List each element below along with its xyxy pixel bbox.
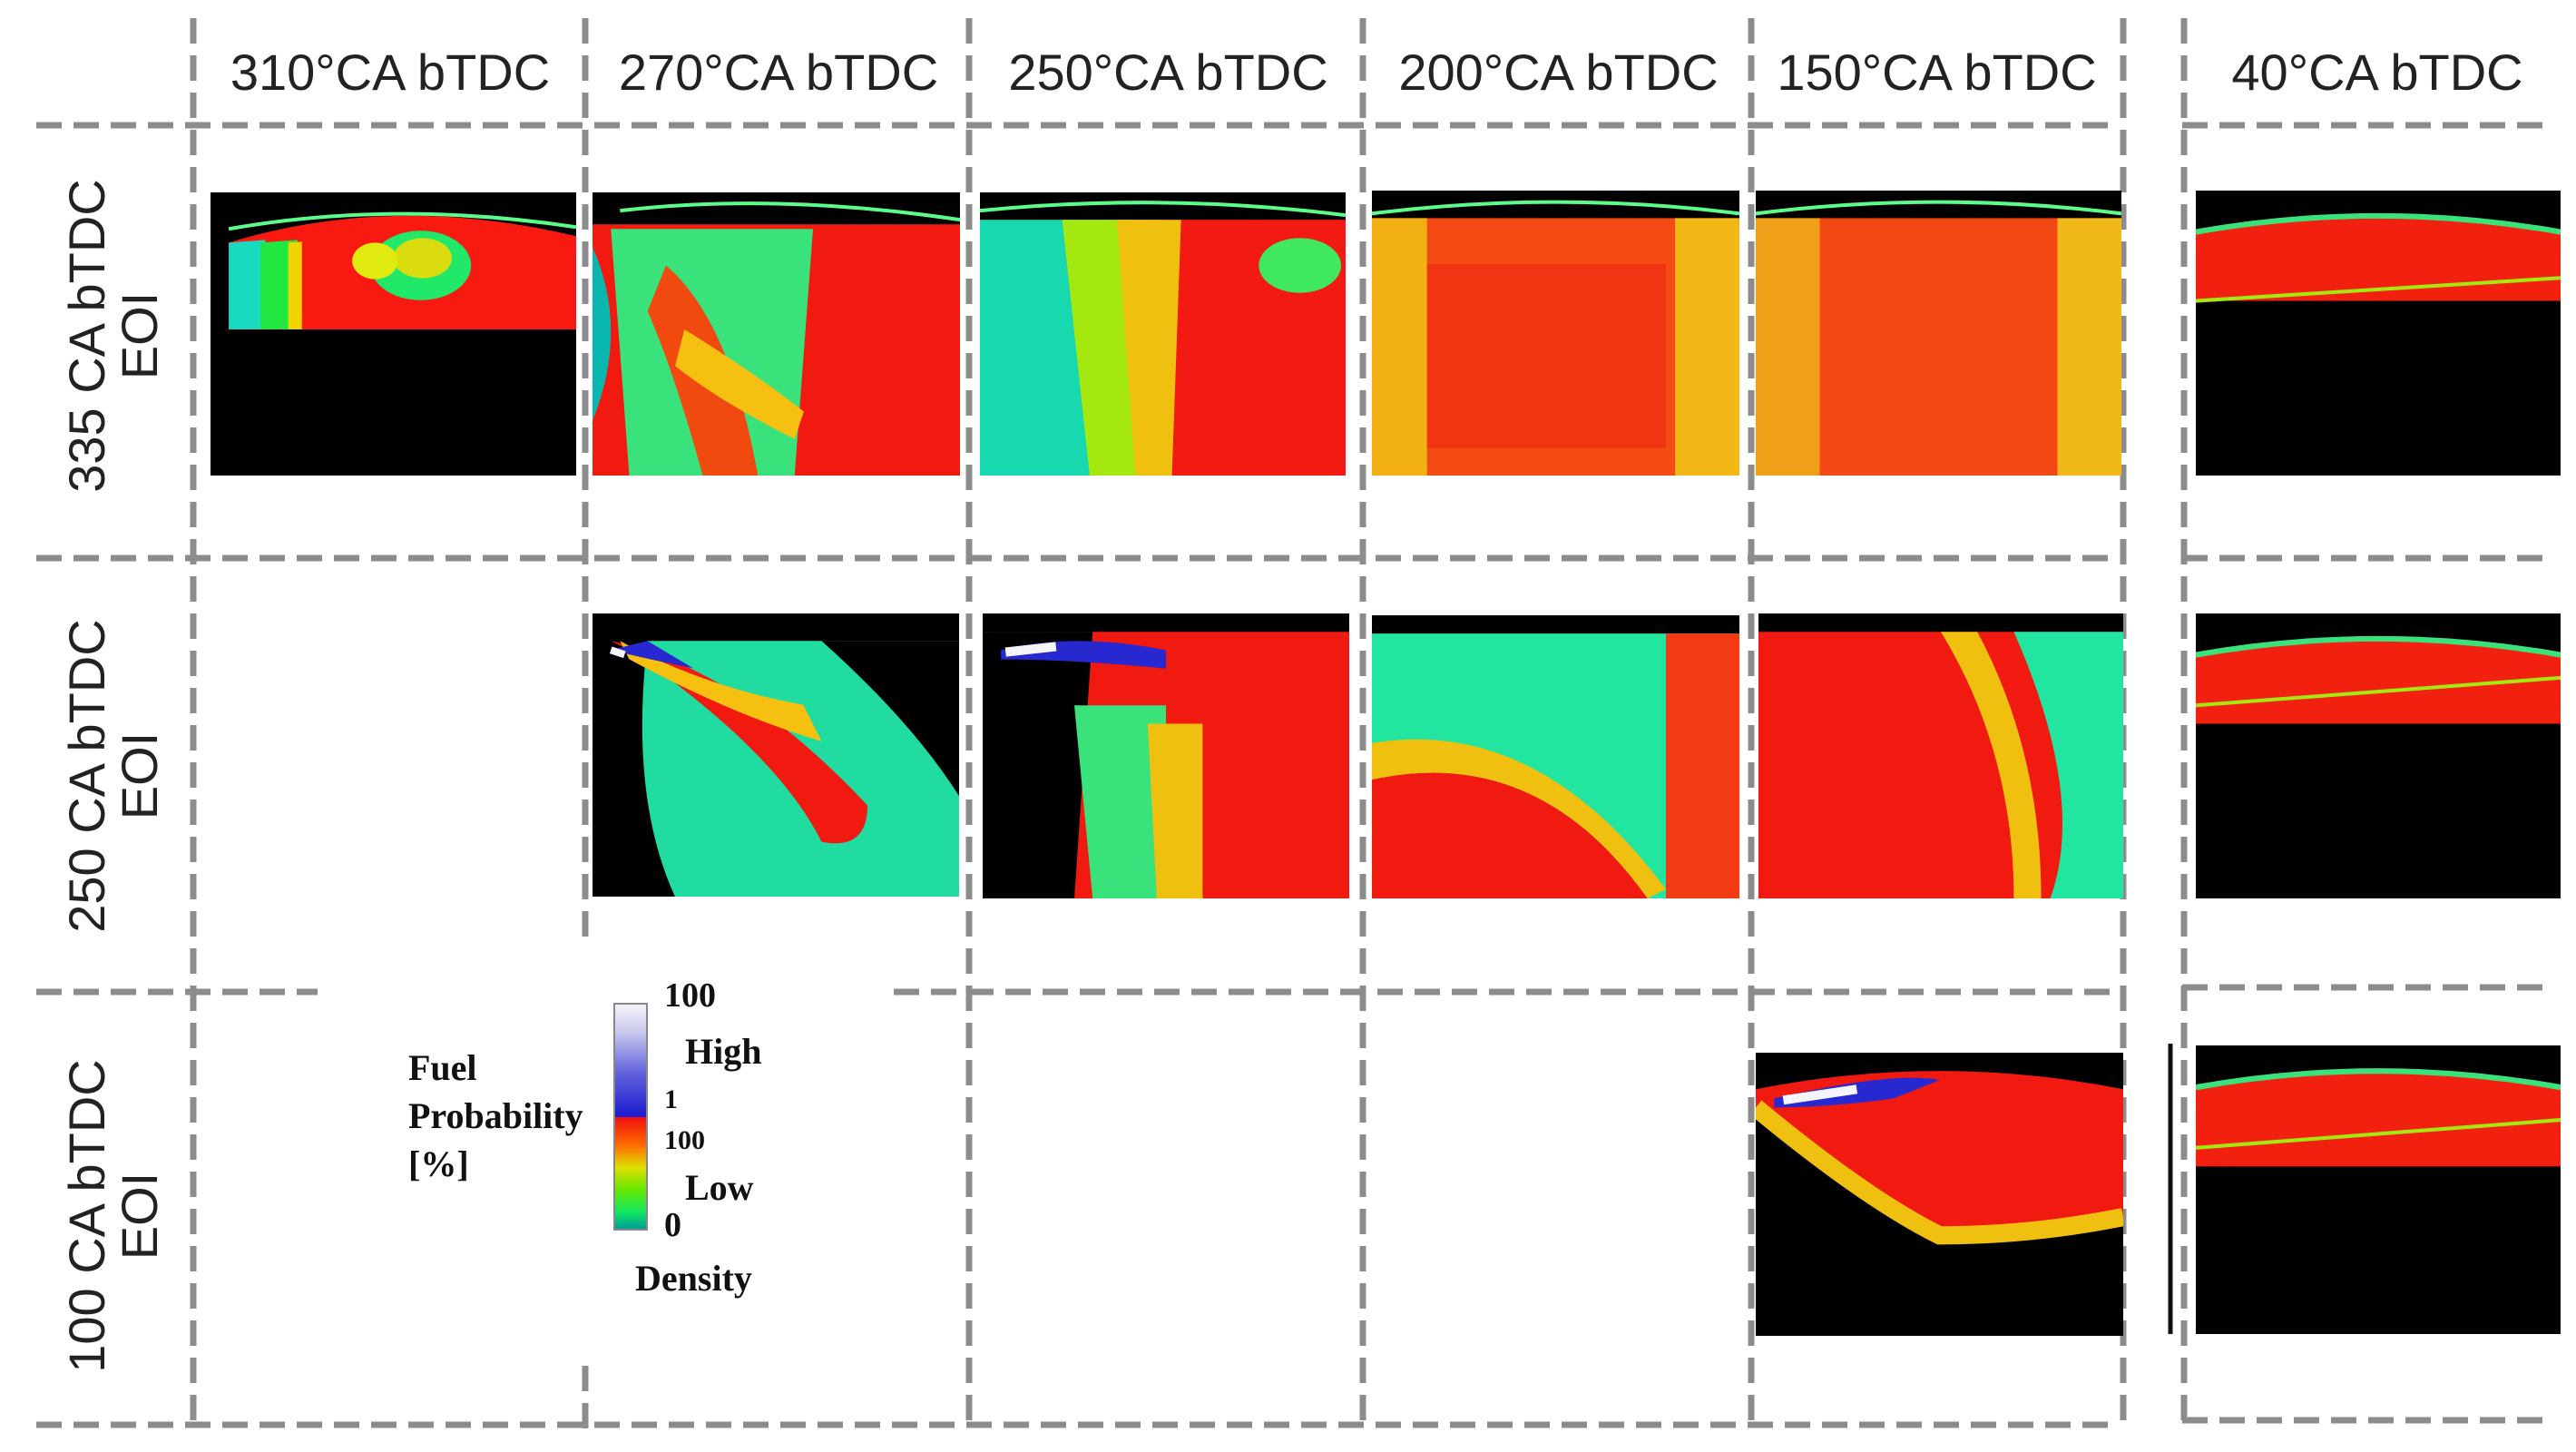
density-scale (615, 1005, 646, 1117)
row-label-3-line2: EOI (111, 1172, 168, 1261)
image-row1-40 (2196, 191, 2561, 476)
row-label-2-line1: 250 CA bTDC (58, 619, 115, 933)
image-row3-40 (2196, 1045, 2561, 1334)
image-row1-310 (211, 192, 576, 476)
row-label-2-line2: EOI (111, 731, 168, 820)
legend-mid-value-2: 100 (664, 1125, 705, 1155)
row-label-1-line1: 335 CA bTDC (58, 179, 115, 493)
image-row2-150 (1758, 613, 2123, 898)
legend-title-line3: [%] (408, 1143, 469, 1184)
image-row1-270 (593, 192, 960, 476)
column-header-2: 270°CA bTDC (618, 44, 939, 101)
image-row3-150 (1756, 1053, 2123, 1336)
row-label-3: 100 CA bTDC EOI (45, 980, 181, 1452)
color-scale-bar (613, 1003, 648, 1231)
row-label-1-line2: EOI (111, 291, 168, 380)
probability-scale (615, 1116, 646, 1229)
row-label-3-line1: 100 CA bTDC (58, 1059, 115, 1373)
image-row2-250 (983, 613, 1349, 898)
column-header-3: 250°CA bTDC (1008, 44, 1328, 101)
image-row2-270 (593, 613, 959, 897)
legend-title-line2: Probability (408, 1095, 583, 1136)
legend-title-line1: Fuel (408, 1047, 477, 1088)
column-header-6: 40°CA bTDC (2231, 44, 2523, 101)
row-label-1: 335 CA bTDC EOI (45, 100, 181, 572)
image-row1-150 (1756, 191, 2121, 476)
legend-low-label: Low (685, 1167, 754, 1208)
legend-high-label: High (685, 1031, 762, 1072)
image-row2-200 (1372, 615, 1739, 898)
column-header-5: 150°CA bTDC (1777, 44, 2097, 101)
legend-density-label: Density (635, 1258, 752, 1299)
column-header-1: 310°CA bTDC (230, 44, 551, 101)
image-row1-250 (980, 192, 1346, 476)
legend-title: Fuel Probability [%] (408, 1044, 583, 1188)
column-header-4: 200°CA bTDC (1398, 44, 1719, 101)
legend-mid-value: 1 (664, 1084, 678, 1114)
row-label-2: 250 CA bTDC EOI (45, 540, 181, 1012)
legend-top-value: 100 (664, 976, 716, 1015)
image-row1-200 (1372, 191, 1739, 476)
image-row2-40 (2196, 613, 2561, 898)
legend-bottom-value: 0 (664, 1206, 681, 1244)
